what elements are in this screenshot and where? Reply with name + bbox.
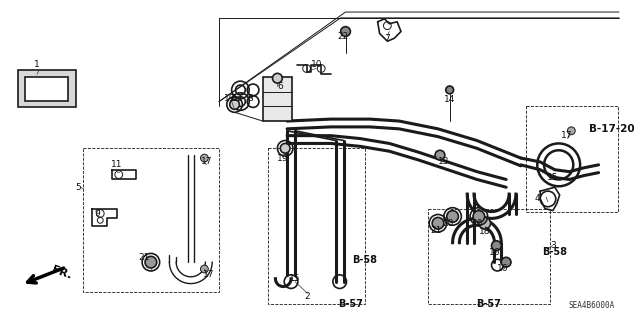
Text: 8: 8 [247, 94, 253, 103]
Bar [17, 70, 76, 108]
Text: 9: 9 [95, 209, 100, 218]
Text: 7: 7 [385, 34, 390, 43]
Text: 4: 4 [534, 194, 540, 204]
Text: 16: 16 [497, 264, 508, 273]
Text: 19: 19 [276, 153, 288, 163]
Circle shape [435, 150, 445, 160]
Circle shape [492, 241, 501, 250]
Text: 6: 6 [278, 82, 283, 91]
Text: 5: 5 [75, 183, 81, 192]
Text: 12: 12 [232, 94, 243, 103]
Text: FR.: FR. [51, 265, 74, 281]
Text: 3: 3 [550, 241, 556, 250]
Circle shape [446, 86, 454, 94]
Circle shape [280, 144, 290, 153]
Text: 10: 10 [310, 60, 322, 69]
Text: 21: 21 [138, 253, 150, 262]
Text: 22: 22 [337, 32, 348, 41]
Circle shape [447, 211, 458, 222]
Bar [428, 209, 550, 304]
Text: 17: 17 [202, 270, 214, 279]
Text: 17: 17 [200, 158, 212, 167]
Text: 21: 21 [430, 226, 442, 234]
Text: 14: 14 [444, 95, 456, 104]
Circle shape [200, 154, 208, 162]
Text: 15: 15 [289, 274, 301, 283]
Circle shape [340, 27, 350, 36]
Circle shape [230, 100, 239, 109]
Circle shape [273, 73, 282, 83]
Text: 18: 18 [479, 226, 490, 235]
Text: 20: 20 [471, 219, 483, 228]
Bar [525, 107, 618, 211]
Circle shape [145, 256, 157, 268]
Circle shape [432, 218, 444, 229]
Text: 1: 1 [34, 60, 40, 69]
Bar [26, 77, 68, 100]
Text: B-58: B-58 [542, 248, 567, 257]
Text: B-17-20: B-17-20 [589, 124, 634, 134]
Text: B-57: B-57 [338, 299, 363, 309]
Bar [268, 148, 365, 304]
Bar [263, 77, 292, 121]
Bar [83, 148, 219, 292]
Text: 16: 16 [489, 248, 500, 257]
Text: B-58: B-58 [353, 255, 378, 265]
Circle shape [568, 127, 575, 135]
Text: 13: 13 [438, 158, 449, 167]
Circle shape [473, 211, 484, 222]
Text: SEA4B6000A: SEA4B6000A [569, 301, 615, 310]
Text: B-57: B-57 [476, 299, 501, 309]
Text: 20: 20 [442, 219, 453, 228]
Text: 2: 2 [305, 292, 310, 301]
Text: 17: 17 [561, 131, 572, 140]
Text: 11: 11 [111, 160, 122, 169]
Text: 15: 15 [547, 173, 559, 182]
Circle shape [479, 218, 490, 229]
Text: 19: 19 [224, 94, 236, 103]
Circle shape [501, 257, 511, 267]
Circle shape [200, 265, 208, 273]
